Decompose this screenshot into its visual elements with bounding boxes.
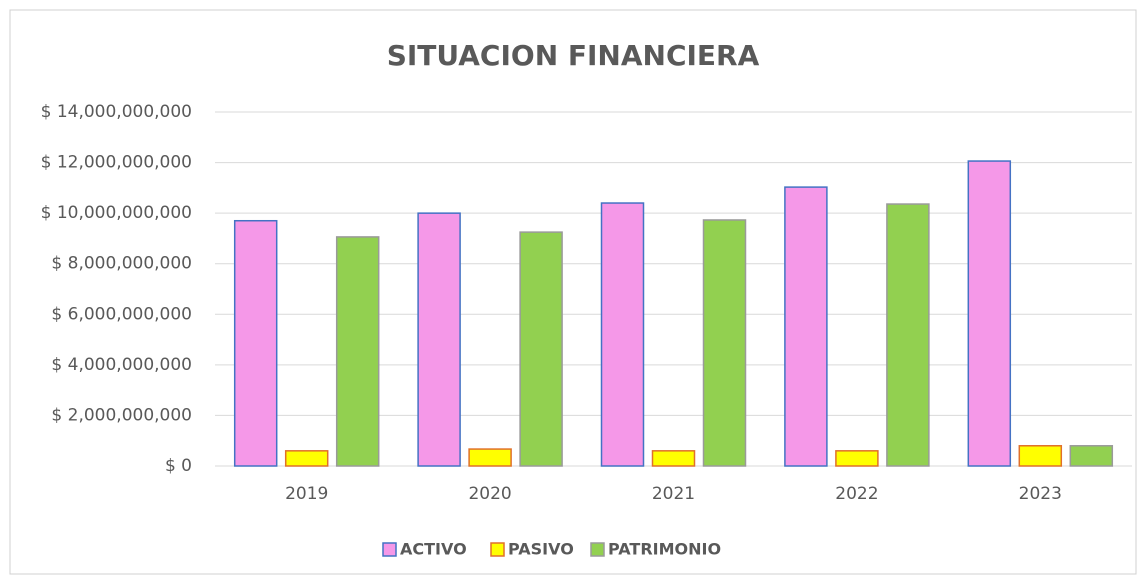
- bar: [886, 203, 930, 467]
- chart-title: SITUACION FINANCIERA: [387, 39, 760, 72]
- bar: [417, 212, 461, 467]
- bar: [784, 186, 828, 467]
- y-tick-label: $ 14,000,000,000: [41, 102, 192, 122]
- x-tick-label: 2023: [1019, 484, 1062, 504]
- y-tick-label: $ 2,000,000,000: [51, 405, 192, 425]
- y-tick-label: $ 12,000,000,000: [41, 153, 192, 173]
- bar: [967, 160, 1012, 467]
- legend-swatch: [490, 542, 505, 557]
- x-tick-label: 2022: [835, 484, 878, 504]
- legend-swatch: [590, 542, 605, 557]
- bar: [233, 219, 278, 467]
- bar: [702, 219, 747, 467]
- x-tick-label: 2021: [652, 484, 695, 504]
- legend-label: PASIVO: [508, 540, 574, 559]
- y-tick-label: $ 6,000,000,000: [51, 304, 192, 324]
- y-tick-label: $ 10,000,000,000: [41, 203, 192, 223]
- legend-label: ACTIVO: [400, 540, 467, 559]
- legend-label: PATRIMONIO: [608, 540, 721, 559]
- bar: [651, 450, 696, 467]
- y-tick-label: $ 4,000,000,000: [51, 355, 192, 375]
- bar: [335, 236, 380, 467]
- legend-swatch: [382, 542, 397, 557]
- bar: [835, 450, 879, 467]
- y-tick-label: $ 8,000,000,000: [51, 254, 192, 274]
- bar: [468, 448, 512, 467]
- bar: [1069, 445, 1114, 467]
- bar: [600, 202, 645, 467]
- y-tick-label: $ 0: [165, 456, 192, 476]
- bar: [519, 231, 563, 467]
- bar: [1018, 445, 1063, 467]
- bar: [284, 450, 329, 467]
- x-tick-label: 2019: [285, 484, 328, 504]
- chart-border: [9, 9, 1137, 575]
- x-tick-label: 2020: [468, 484, 511, 504]
